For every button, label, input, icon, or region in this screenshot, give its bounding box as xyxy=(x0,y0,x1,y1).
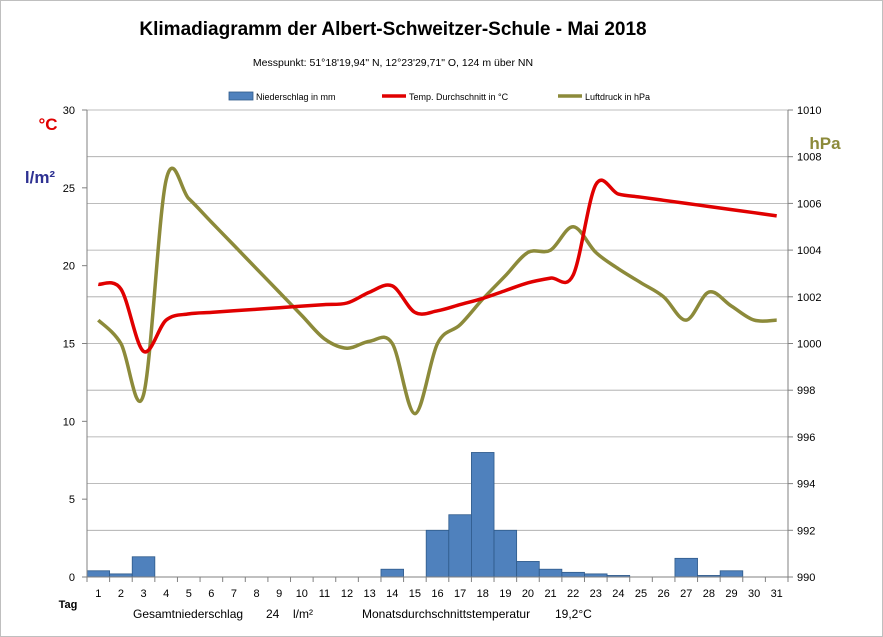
x-tick-label-10: 10 xyxy=(296,588,308,600)
precip-bar-day-21 xyxy=(538,568,563,578)
right-tick-label-1002: 1002 xyxy=(797,292,821,304)
x-tick-label-27: 27 xyxy=(680,588,692,600)
x-tick-label-30: 30 xyxy=(748,588,760,600)
left-tick-label-0: 0 xyxy=(69,572,75,584)
right-tick-label-1006: 1006 xyxy=(797,198,821,210)
x-tick-label-23: 23 xyxy=(590,588,602,600)
precip-bar-day-17 xyxy=(448,514,472,578)
tick-labels: 0510152025309909929949969981000100210041… xyxy=(63,105,822,600)
precip-total-value: 24 xyxy=(266,607,280,621)
x-tick-label-6: 6 xyxy=(208,588,214,600)
avg-temp-label: Monatsdurchschnittstemperatur xyxy=(362,607,530,621)
x-tick-label-22: 22 xyxy=(567,588,579,600)
x-tick-label-8: 8 xyxy=(254,588,260,600)
legend-label-precip: Niederschlag in mm xyxy=(256,92,336,102)
right-tick-label-998: 998 xyxy=(797,385,815,397)
left-tick-label-30: 30 xyxy=(63,105,75,117)
x-tick-label-13: 13 xyxy=(364,588,376,600)
unit-hpa: hPa xyxy=(809,134,841,153)
legend-swatch-precip xyxy=(228,91,254,101)
right-tick-label-1010: 1010 xyxy=(797,105,821,117)
chart-title: Klimadiagramm der Albert-Schweitzer-Schu… xyxy=(139,19,646,40)
x-tick-label-3: 3 xyxy=(140,588,146,600)
precip-bar-day-19 xyxy=(493,529,518,578)
x-tick-label-19: 19 xyxy=(499,588,511,600)
right-tick-label-994: 994 xyxy=(797,479,815,491)
x-tick-label-5: 5 xyxy=(186,588,192,600)
left-tick-label-20: 20 xyxy=(63,261,75,273)
unit-precip: l/m² xyxy=(25,168,56,187)
x-tick-label-20: 20 xyxy=(522,588,534,600)
left-tick-label-25: 25 xyxy=(63,183,75,195)
x-tick-label-18: 18 xyxy=(477,588,489,600)
axes xyxy=(82,109,793,582)
x-tick-label-1: 1 xyxy=(95,588,101,600)
x-tick-label-9: 9 xyxy=(276,588,282,600)
left-tick-label-5: 5 xyxy=(69,494,75,506)
temperature-line xyxy=(97,178,777,354)
precip-bar-day-14 xyxy=(380,568,404,578)
chart-subtitle: Messpunkt: 51°18'19,94" N, 12°23'29,71" … xyxy=(253,57,533,69)
left-tick-label-15: 15 xyxy=(63,339,75,351)
pressure-line xyxy=(97,166,777,416)
grid xyxy=(87,109,788,578)
x-tick-label-12: 12 xyxy=(341,588,353,600)
precip-bar-day-1 xyxy=(86,570,111,578)
right-tick-label-1004: 1004 xyxy=(797,245,821,257)
x-tick-label-25: 25 xyxy=(635,588,647,600)
x-tick-label-14: 14 xyxy=(386,588,398,600)
x-tick-label-15: 15 xyxy=(409,588,421,600)
x-tick-label-26: 26 xyxy=(658,588,670,600)
legend: Niederschlag in mm Temp. Durchschnitt in… xyxy=(228,91,650,102)
data-lines xyxy=(97,166,777,416)
legend-label-temp: Temp. Durchschnitt in °C xyxy=(409,92,509,102)
precip-bar-day-29 xyxy=(719,570,744,578)
precip-bar-day-3 xyxy=(131,556,156,578)
x-tick-label-28: 28 xyxy=(703,588,715,600)
precip-bar-day-22 xyxy=(561,571,585,578)
precip-bar-day-27 xyxy=(674,557,698,578)
precip-bars xyxy=(86,452,744,578)
x-tick-label-29: 29 xyxy=(725,588,737,600)
x-tick-label-21: 21 xyxy=(544,588,556,600)
summary-line: Gesamtniederschlag 24 l/m² Monatsdurchsc… xyxy=(133,607,592,621)
x-axis-label: Tag xyxy=(59,599,78,611)
precip-total-label: Gesamtniederschlag xyxy=(133,607,243,621)
precip-total-unit: l/m² xyxy=(293,607,313,621)
x-tick-label-4: 4 xyxy=(163,588,169,600)
x-tick-label-2: 2 xyxy=(118,588,124,600)
right-tick-label-1008: 1008 xyxy=(797,152,821,164)
x-tick-label-7: 7 xyxy=(231,588,237,600)
unit-celsius: °C xyxy=(38,115,57,134)
x-tick-label-31: 31 xyxy=(771,588,783,600)
precip-bar-day-16 xyxy=(425,529,450,578)
x-tick-label-11: 11 xyxy=(319,588,330,600)
left-tick-label-10: 10 xyxy=(63,416,75,428)
right-tick-label-992: 992 xyxy=(797,525,815,537)
legend-label-pressure: Luftdruck in hPa xyxy=(585,92,650,102)
x-tick-label-16: 16 xyxy=(431,588,443,600)
precip-bar-day-20 xyxy=(516,561,540,578)
precip-bar-day-18 xyxy=(471,452,495,578)
right-tick-label-996: 996 xyxy=(797,432,815,444)
right-tick-label-1000: 1000 xyxy=(797,339,821,351)
right-tick-label-990: 990 xyxy=(797,572,815,584)
x-tick-label-17: 17 xyxy=(454,588,466,600)
x-tick-label-24: 24 xyxy=(612,588,624,600)
avg-temp-value: 19,2°C xyxy=(555,607,592,621)
